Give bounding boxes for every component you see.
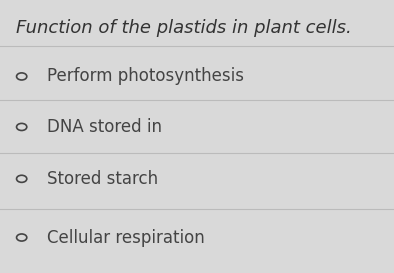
Text: Stored starch: Stored starch — [47, 170, 158, 188]
Text: Perform photosynthesis: Perform photosynthesis — [47, 67, 244, 85]
Text: DNA stored in: DNA stored in — [47, 118, 162, 136]
Text: Function of the plastids in plant cells.: Function of the plastids in plant cells. — [16, 19, 351, 37]
Text: Cellular respiration: Cellular respiration — [47, 229, 205, 247]
